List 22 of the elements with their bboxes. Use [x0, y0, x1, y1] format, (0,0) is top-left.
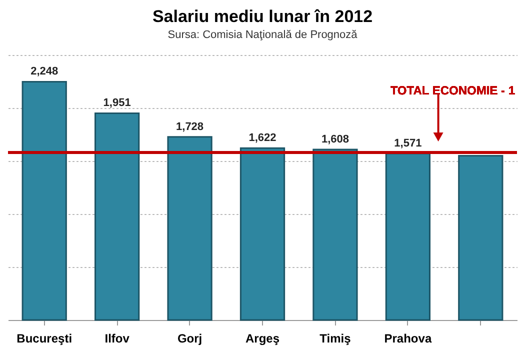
bar [167, 136, 212, 321]
bar [94, 112, 140, 321]
x-tick-label: Gorj [177, 332, 202, 346]
bar [458, 154, 504, 321]
bar [22, 80, 67, 321]
bar [240, 147, 286, 321]
x-tick-label: Prahova [384, 332, 432, 346]
ref-line-label: TOTAL ECONOMIE - 1 [390, 84, 516, 98]
chart-subtitle: Sursa: Comisia Naţională de Prognoză [168, 29, 358, 41]
bar [312, 148, 358, 321]
x-tick-label: Timiş [320, 332, 352, 346]
chart-title: Salariu mediu lunar în 2012 [152, 7, 373, 26]
x-tick-label: Ilfov [104, 332, 130, 346]
data-label: 1,951 [103, 97, 131, 110]
data-label: 1,571 [394, 137, 422, 150]
data-label: 1,728 [176, 120, 204, 133]
data-label: 1,622 [248, 132, 276, 144]
x-tick-label: Bucureşti [16, 332, 72, 346]
data-label: 2,248 [30, 66, 58, 78]
data-label: 1,608 [321, 134, 349, 146]
x-tick-label: Argeş [245, 332, 280, 346]
bar [385, 152, 430, 321]
